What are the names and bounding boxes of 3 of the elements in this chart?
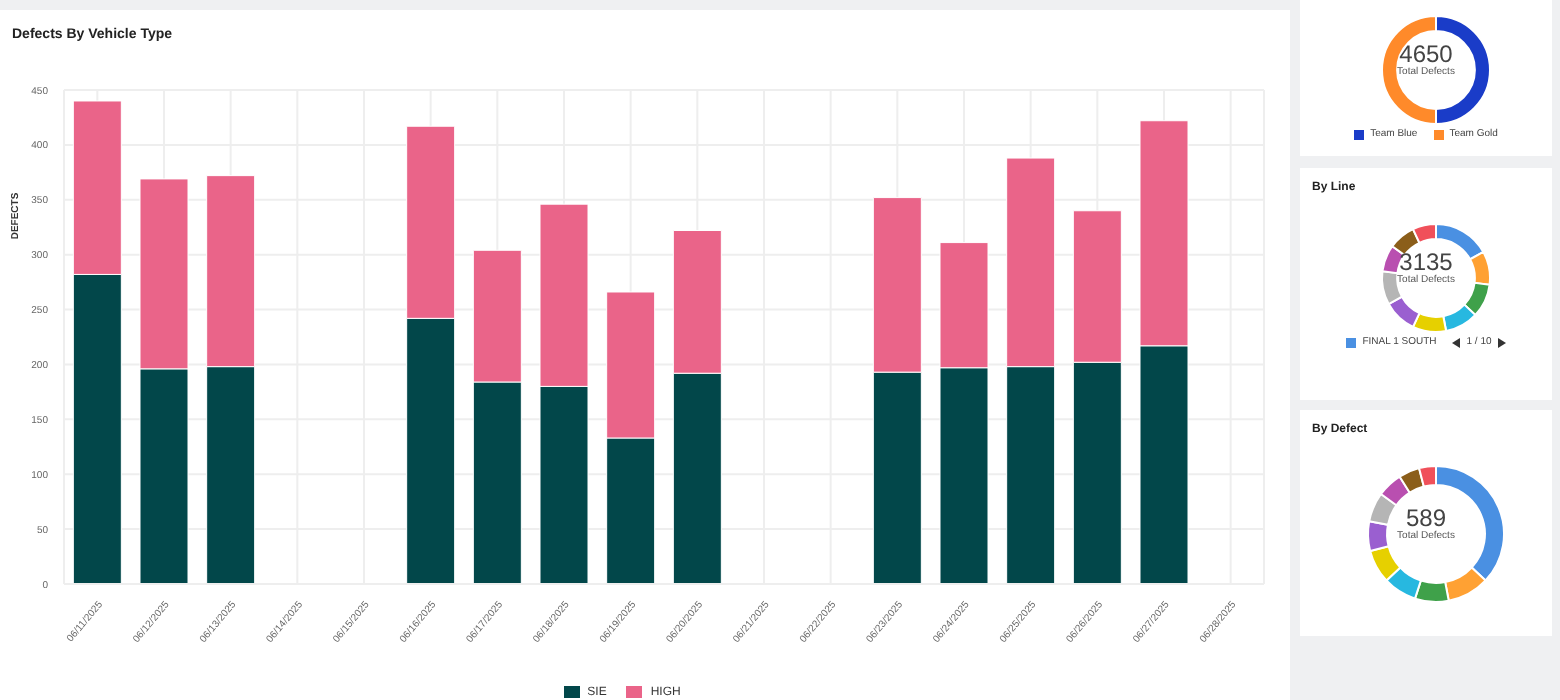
text: 3135 — [1399, 248, 1453, 276]
text: 589 — [1405, 504, 1447, 532]
text: 4650 — [1399, 40, 1453, 68]
